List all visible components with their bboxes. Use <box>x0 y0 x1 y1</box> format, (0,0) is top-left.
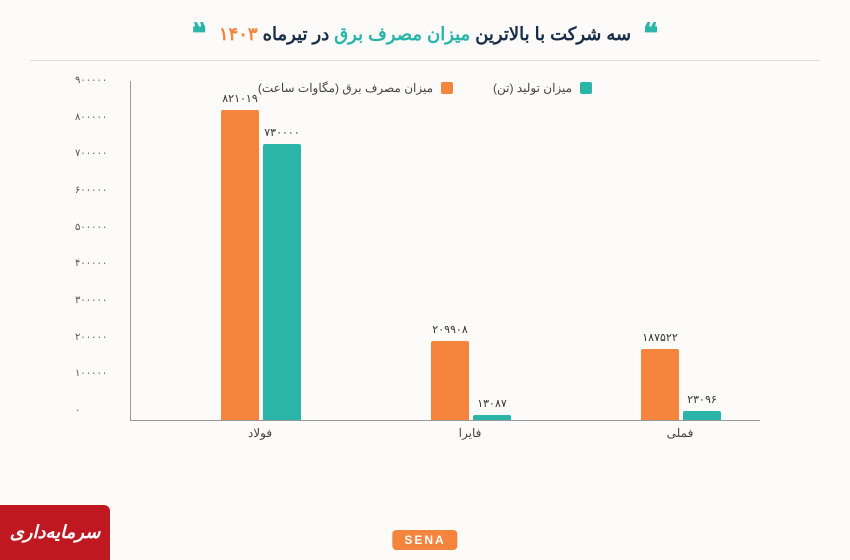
bar-group: ۷۳۰۰۰۰۸۲۱۰۱۹ <box>221 110 301 420</box>
y-tick: ۳۰۰۰۰۰ <box>75 296 125 306</box>
quote-close-icon: ❝ <box>192 20 207 48</box>
y-tick: ۴۰۰۰۰۰ <box>75 259 125 269</box>
y-tick: ۲۰۰۰۰۰ <box>75 333 125 343</box>
x-category-label: فولاد <box>248 426 272 440</box>
sena-logo: SENA <box>392 530 457 550</box>
bar: ۱۳۰۸۷ <box>473 415 511 420</box>
x-category-label: فایرا <box>459 426 482 440</box>
title-highlight2: ۱۴۰۳ <box>219 24 263 44</box>
x-axis-labels: فولاد فایرا فملی <box>130 426 760 446</box>
y-tick: ۹۰۰۰۰۰ <box>75 76 125 86</box>
publisher-badge: سرمایه‌داری <box>0 505 110 560</box>
y-axis: ۹۰۰۰۰۰۸۰۰۰۰۰۷۰۰۰۰۰۶۰۰۰۰۰۵۰۰۰۰۰۴۰۰۰۰۰۳۰۰۰… <box>75 81 125 421</box>
y-tick: ۵۰۰۰۰۰ <box>75 223 125 233</box>
bar-value-label: ۱۳۰۸۷ <box>477 397 507 410</box>
bar: ۸۲۱۰۱۹ <box>221 110 259 420</box>
y-tick: ۶۰۰۰۰۰ <box>75 186 125 196</box>
bar-group: ۲۳۰۹۶ ۱۸۷۵۲۲ <box>641 349 721 420</box>
bar-value-label: ۲۰۹۹۰۸ <box>432 323 467 336</box>
y-tick: ۰ <box>75 406 125 416</box>
title-highlight1: میزان مصرف برق <box>329 24 475 44</box>
title-middle: در تیرماه <box>263 24 330 44</box>
y-tick: ۱۰۰۰۰۰ <box>75 369 125 379</box>
bar-value-label: ۱۸۷۵۲۲ <box>642 331 677 344</box>
x-category-label: فملی <box>667 426 694 440</box>
bar: ۷۳۰۰۰۰ <box>263 144 301 420</box>
bar-value-label: ۸۲۱۰۱۹ <box>222 92 257 105</box>
bar: ۲۳۰۹۶ <box>683 411 721 420</box>
y-tick: ۷۰۰۰۰۰ <box>75 149 125 159</box>
bar-value-label: ۲۳۰۹۶ <box>687 393 717 406</box>
bar-chart: ۹۰۰۰۰۰۸۰۰۰۰۰۷۰۰۰۰۰۶۰۰۰۰۰۵۰۰۰۰۰۴۰۰۰۰۰۳۰۰۰… <box>75 81 775 461</box>
title-prefix: سه شرکت با بالاترین <box>475 24 631 44</box>
bar-value-label: ۷۳۰۰۰۰ <box>264 126 299 139</box>
bar: ۲۰۹۹۰۸ <box>431 341 469 420</box>
bar-group: ۱۳۰۸۷ ۲۰۹۹۰۸ <box>431 341 511 420</box>
quote-open-icon: ❝ <box>643 20 658 48</box>
bar: ۱۸۷۵۲۲ <box>641 349 679 420</box>
y-tick: ۸۰۰۰۰۰ <box>75 113 125 123</box>
page-title: سه شرکت با بالاترین میزان مصرف برق در تی… <box>219 24 631 45</box>
title-bar: ❝ سه شرکت با بالاترین میزان مصرف برق در … <box>30 20 820 61</box>
plot-area: ۷۳۰۰۰۰۸۲۱۰۱۹۱۳۰۸۷۲۰۹۹۰۸۲۳۰۹۶۱۸۷۵۲۲ <box>130 81 760 421</box>
